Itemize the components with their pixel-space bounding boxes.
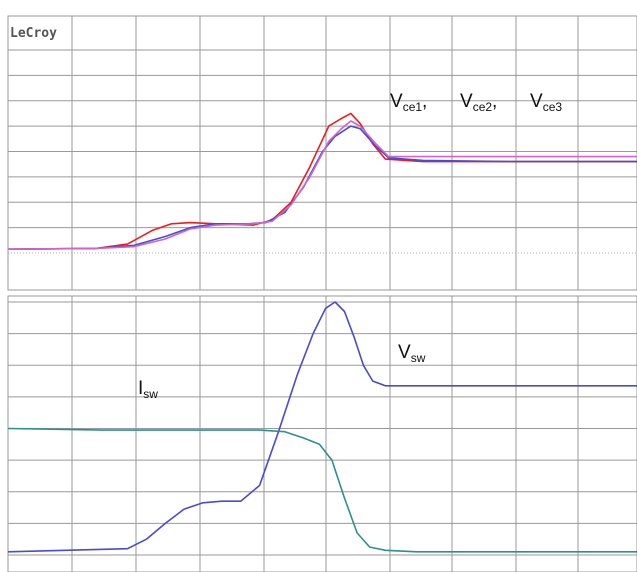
- panel-frame: [7, 15, 637, 291]
- trace-label-isw: Isw: [138, 378, 158, 401]
- brand-logo: LeCroy: [10, 26, 57, 41]
- panel-frame: [7, 295, 637, 572]
- trace-vce1: [7, 112, 637, 250]
- trace-label-vce3: Vce3: [530, 91, 562, 114]
- lower-trace-panel: Vsw Isw: [7, 295, 637, 572]
- trace-vce3: [7, 120, 637, 250]
- trace-vsw: [7, 301, 637, 553]
- trace-label-vce1: Vce1,: [390, 91, 427, 114]
- trace-label-vce2: Vce2,: [460, 91, 497, 114]
- trace-label-vsw: Vsw: [398, 342, 426, 365]
- upper-trace-panel: Vce1, Vce2, Vce3: [7, 15, 637, 291]
- trace-isw: [7, 427, 637, 553]
- trace-vce2: [7, 125, 637, 250]
